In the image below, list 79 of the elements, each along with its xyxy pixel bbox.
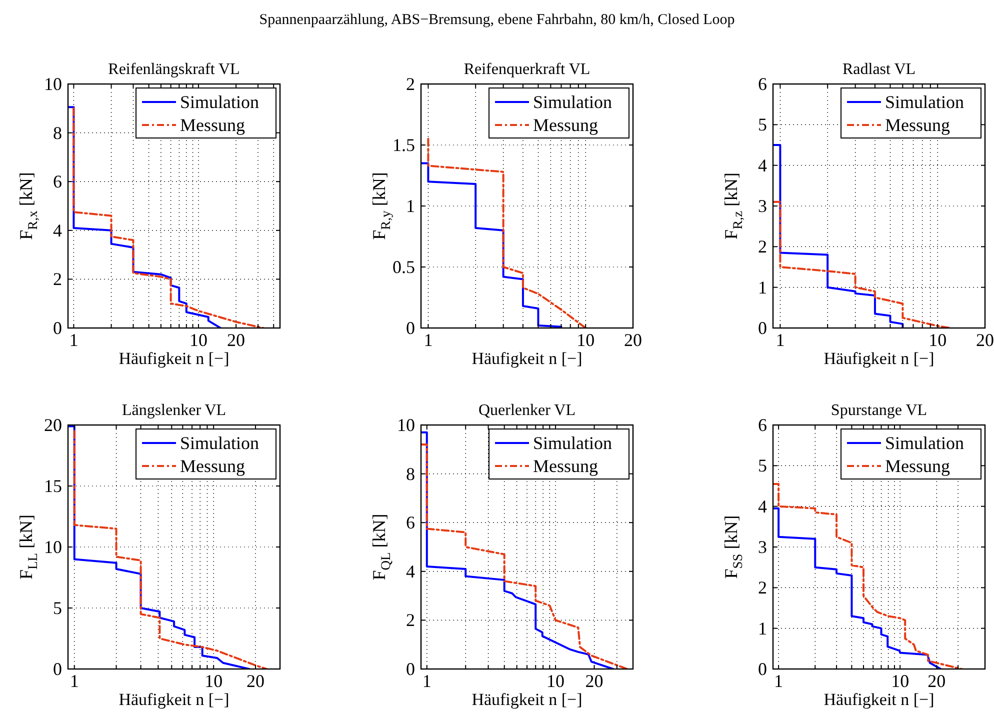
y-tick-label: 0.5 xyxy=(392,257,415,277)
x-tick-label: 10 xyxy=(204,671,223,691)
y-tick-label: 0 xyxy=(758,659,767,679)
y-tick-label: 6 xyxy=(758,74,767,94)
y-tick-label: 10 xyxy=(44,74,62,94)
text: Spannenpaarzählung, ABS−Bremsung, ebene Fahrbahn, 80 km/h, Closed Loop xyxy=(259,12,735,28)
y-tick-label: 2 xyxy=(406,74,415,94)
x-tick-label: 10 xyxy=(928,330,947,350)
x-axis-title: Häufigkeit n [−] xyxy=(472,690,582,709)
y-tick-label: 6 xyxy=(406,512,415,533)
x-tick-label: 20 xyxy=(928,671,946,691)
y-tick-label: 8 xyxy=(53,122,62,143)
x-tick-label: 10 xyxy=(576,330,595,350)
y-tick-label: 2 xyxy=(758,236,767,257)
legend-label: Simulation xyxy=(885,92,964,112)
chart-title: Querlenker VL xyxy=(478,402,576,419)
legend-label: Messung xyxy=(885,115,950,135)
y-tick-label: 5 xyxy=(758,114,767,135)
x-axis-title: Häufigkeit n [−] xyxy=(824,349,934,368)
x-tick-label: 1 xyxy=(70,671,79,691)
y-tick-label: 0 xyxy=(53,318,62,338)
x-tick-label: 10 xyxy=(891,671,910,691)
y-tick-label: 4 xyxy=(758,496,767,516)
legend-label: Messung xyxy=(885,456,950,476)
legend-label: Simulation xyxy=(180,92,260,112)
y-tick-label: 4 xyxy=(406,561,415,582)
x-tick-label: 20 xyxy=(976,330,994,350)
chart-title: Spurstange VL xyxy=(830,402,928,419)
y-tick-label: 6 xyxy=(53,172,62,192)
y-tick-label: 5 xyxy=(758,456,767,476)
x-axis-title: Häufigkeit n [−] xyxy=(472,349,582,368)
x-axis-title: Häufigkeit n [−] xyxy=(118,349,230,368)
chart-title: Längslenker VL xyxy=(122,402,226,419)
y-tick-label: 3 xyxy=(758,537,767,557)
legend-label: Messung xyxy=(180,115,246,135)
x-tick-label: 1 xyxy=(422,671,432,691)
y-tick-label: 1 xyxy=(758,277,767,298)
y-tick-label: 0 xyxy=(406,659,415,679)
x-tick-label: 20 xyxy=(246,671,264,691)
legend-label: Simulation xyxy=(533,433,612,453)
x-tick-label: 20 xyxy=(227,330,246,350)
y-tick-label: 2 xyxy=(758,578,767,598)
x-tick-label: 1 xyxy=(424,330,433,350)
chart-title: Reifenlängskraft VL xyxy=(108,61,240,78)
legend-label: Messung xyxy=(533,115,598,135)
y-tick-label: 10 xyxy=(397,415,415,435)
y-tick-label: 15 xyxy=(44,476,62,496)
x-tick-label: 10 xyxy=(189,330,208,350)
y-tick-label: 8 xyxy=(406,464,415,484)
y-tick-label: 3 xyxy=(758,196,767,216)
x-tick-label: 1 xyxy=(69,330,78,350)
y-tick-label: 1 xyxy=(758,618,767,638)
y-tick-label: 0 xyxy=(53,659,62,679)
y-tick-label: 10 xyxy=(44,537,62,557)
y-tick-label: 5 xyxy=(53,598,62,618)
x-tick-label: 1 xyxy=(774,671,784,691)
x-axis-title: Häufigkeit n [−] xyxy=(824,690,934,709)
x-tick-label: 20 xyxy=(624,330,642,350)
y-tick-label: 1 xyxy=(406,196,415,216)
legend-label: Messung xyxy=(180,456,246,476)
y-tick-label: 4 xyxy=(53,220,62,240)
legend-label: Simulation xyxy=(533,92,612,112)
y-tick-label: 0 xyxy=(758,318,767,338)
legend-label: Simulation xyxy=(885,433,964,453)
legend-label: Messung xyxy=(533,456,598,476)
x-axis-title: Häufigkeit n [−] xyxy=(118,690,230,709)
chart-title: Radlast VL xyxy=(842,61,916,78)
y-tick-label: 2 xyxy=(406,610,415,630)
legend-label: Simulation xyxy=(180,433,260,453)
x-tick-label: 1 xyxy=(776,330,785,350)
y-tick-label: 6 xyxy=(758,415,767,435)
y-tick-label: 1.5 xyxy=(392,135,415,155)
chart-title: Reifenquerkraft VL xyxy=(464,61,590,78)
y-tick-label: 0 xyxy=(406,318,415,338)
y-tick-label: 4 xyxy=(758,155,767,176)
y-tick-label: 20 xyxy=(44,415,62,435)
x-tick-label: 20 xyxy=(585,671,604,691)
y-tick-label: 2 xyxy=(53,269,62,290)
x-tick-label: 10 xyxy=(546,671,565,691)
